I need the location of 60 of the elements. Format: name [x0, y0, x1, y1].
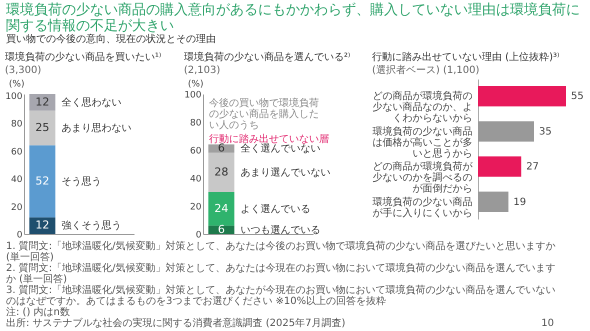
annotation: 今後の買い物で環境負荷の少ない商品を購入したい人のうち: [209, 97, 319, 131]
y-tick-label: 環境負荷の少ない商品が手に入りにくいから: [372, 196, 472, 219]
data-label: 28: [214, 165, 228, 178]
data-label: 25: [35, 120, 50, 134]
chart-title: 環境負荷の少ない商品を選んでいる²⁾: [184, 51, 350, 63]
text: 出所: サステナブルな社会の実現に関する消費者意識調査 (2025年7月調査): [6, 318, 346, 329]
data-label: 27: [526, 162, 539, 173]
text: 環境負荷の少ない商品の購入意向があるにもかかわらず、購入していない理由は環境負荷に関する情報の不足が大きい: [5, 1, 581, 34]
y-tick-label: 20: [190, 202, 202, 212]
chart-subtitle: (2,103): [184, 65, 220, 76]
y-tick-label: 100: [5, 92, 23, 102]
y-tick-label: 環境負荷の少ない商品は価格が高いことが多いと思うから: [372, 125, 472, 160]
y-axis-title: (%): [8, 80, 24, 90]
series-label: 強くそう思う: [61, 220, 122, 232]
y-tick-label: 0: [196, 230, 202, 240]
series-label: そう思う: [61, 176, 102, 188]
y-tick-label: どの商品が環境負荷の少ない商品なのか、よくわからないから: [372, 90, 472, 124]
data-label: 12: [35, 218, 50, 232]
text: (選択者ベース) (1,100): [372, 65, 480, 76]
y-tick-label: 60: [11, 147, 23, 158]
series-label: よく選んでいる: [240, 202, 310, 215]
bar: [208, 192, 234, 226]
bar: [478, 121, 534, 142]
text: 注: () 内はn数: [5, 307, 71, 318]
bar: [478, 156, 522, 177]
text: 2. 質問文:「地球温暖化/気候変動」対策として、あなたは今現在のお買い物において環境負荷の少ない商品を選んでいますか (単一回答): [5, 263, 556, 285]
y-tick-label: 40: [190, 174, 202, 184]
y-tick-label: 0: [16, 230, 23, 240]
series-label: 全く思わない: [61, 96, 122, 108]
y-tick-label: 80: [11, 120, 23, 130]
text: 3. 質問文:「地球温暖化/気候変動」対策として、あなたが今現在のお買い物において環境負荷の少ない商品を選んでいないのはなぜですか。あてはまるものを3つまでお選びください ※10%以上の回答を抜粋: [5, 285, 556, 307]
y-tick-label: どの商品が環境負荷が少ないのかを調べるのが面倒だから: [372, 160, 474, 195]
chart-subtitle: (3,300): [4, 65, 42, 76]
bar: [478, 192, 508, 212]
series-label: あまり思わない: [61, 122, 132, 134]
text: 10: [540, 318, 555, 329]
bar: [208, 152, 234, 192]
y-tick-label: 20: [11, 202, 23, 213]
bar: [478, 86, 566, 106]
data-label: 35: [539, 126, 552, 138]
data-label: 52: [35, 174, 50, 188]
chart-title: 環境負荷の少ない商品を買いたい¹⁾: [4, 51, 162, 63]
y-tick-label: 80: [190, 118, 202, 128]
text: 買い物での今後の意向、現在の状況とその理由: [5, 34, 217, 47]
series-label: 全く選んでいない: [240, 142, 320, 155]
bar: [29, 110, 56, 146]
data-label: 24: [214, 202, 228, 215]
y-tick-label: 60: [190, 146, 202, 156]
bar: [29, 145, 56, 218]
data-label: 6: [218, 222, 225, 236]
series-label: いつも選んでいる: [240, 224, 320, 236]
data-label: 19: [513, 196, 526, 208]
data-label: 12: [35, 95, 50, 108]
data-label: 55: [571, 91, 584, 102]
series-label: あまり選んでいない: [240, 166, 330, 178]
text: 1. 質問文:「地球温暖化/気候変動」対策として、あなたは今後のお買い物で環境負荷の少ない商品を選びたいと思いますか (単一回答): [5, 241, 556, 263]
chart-title: 行動に踏み出せていない理由 (上位抜粋)³⁾: [372, 51, 560, 63]
y-tick-label: 100: [184, 90, 202, 100]
y-tick-label: 40: [11, 175, 23, 186]
y-axis-title: (%): [188, 80, 204, 90]
